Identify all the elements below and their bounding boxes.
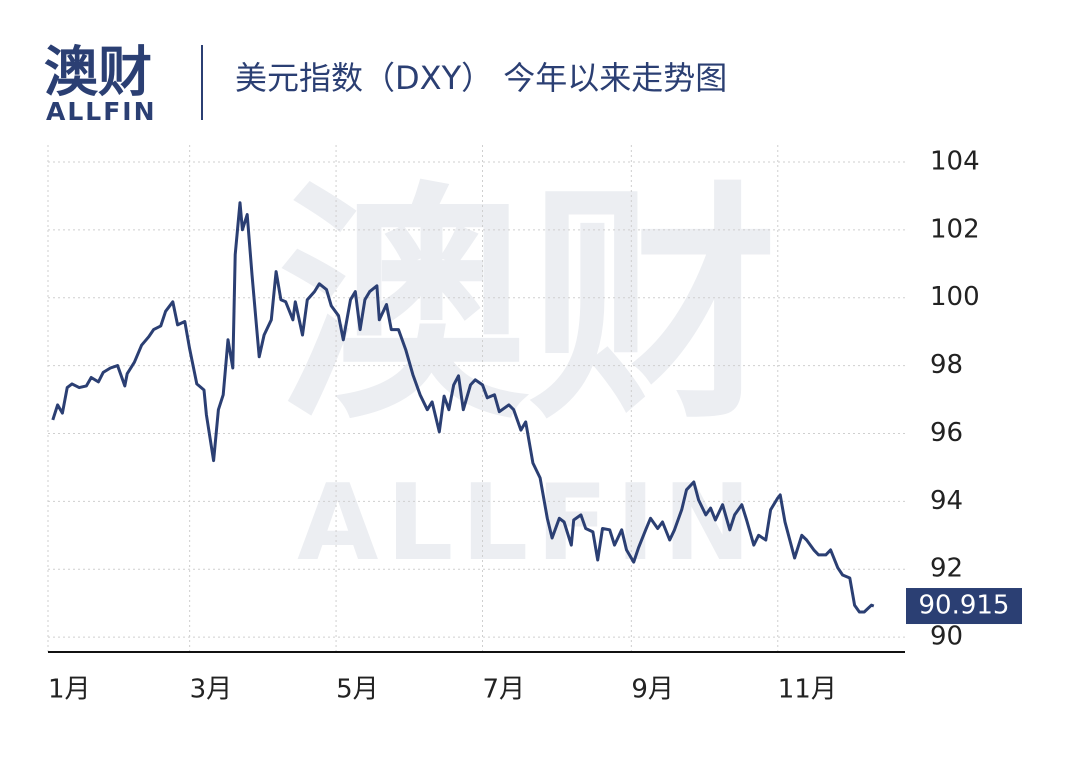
x-tick-label: 9月	[631, 675, 674, 705]
last-value-box	[906, 588, 1022, 625]
chart-title: 美元指数（DXY） 今年以来走势图	[235, 59, 727, 97]
x-tick-label: 11月	[778, 675, 837, 705]
line	[51, 201, 875, 614]
y-tick-label: 96	[930, 418, 963, 448]
watermark: 澳财 ALLFIN	[278, 161, 778, 583]
logo-name: 澳财	[44, 41, 152, 104]
y-tick-label: 92	[930, 554, 963, 584]
logo-brand: ALLFIN	[46, 97, 157, 126]
y-tick-label: 100	[930, 282, 980, 312]
y-tick-label: 102	[930, 214, 980, 244]
x-tick-label: 3月	[190, 675, 233, 705]
x-tick-label: 7月	[483, 675, 526, 705]
y-tick-label: 104	[930, 146, 980, 176]
y-tick-label: 90	[930, 622, 963, 652]
y-tick-label: 94	[930, 486, 963, 516]
watermark-brand: ALLFIN	[297, 462, 759, 584]
x-tick-label: 5月	[336, 675, 379, 705]
x-tick-label: 1月	[48, 675, 91, 705]
y-tick-label: 98	[930, 350, 963, 380]
watermark-name: 澳财	[278, 161, 778, 452]
last-value-label: 90.915	[919, 591, 1010, 621]
